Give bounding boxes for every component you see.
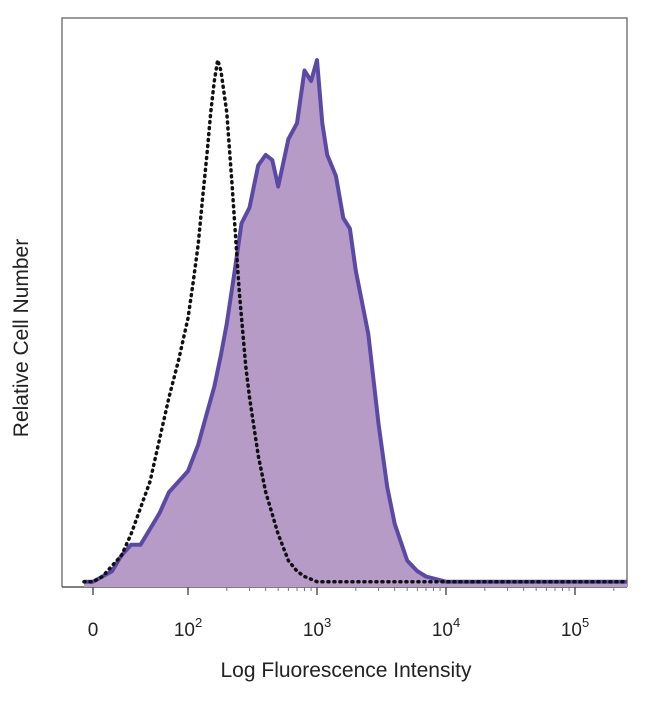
x-tick-label-4: 105 [561,615,589,641]
x-tick-label-3: 104 [432,615,460,641]
x-axis-label: Log Fluorescence Intensity [221,659,472,682]
x-tick-label-0: 0 [88,620,99,641]
y-axis-label: Relative Cell Number [10,239,33,437]
x-tick-label-1: 102 [174,615,202,641]
series-1-dotted-line [82,59,629,584]
plot-frame [61,17,628,587]
x-tick-label-2: 103 [303,615,331,641]
series-0-outline [84,58,627,584]
series-0-area [84,60,627,587]
